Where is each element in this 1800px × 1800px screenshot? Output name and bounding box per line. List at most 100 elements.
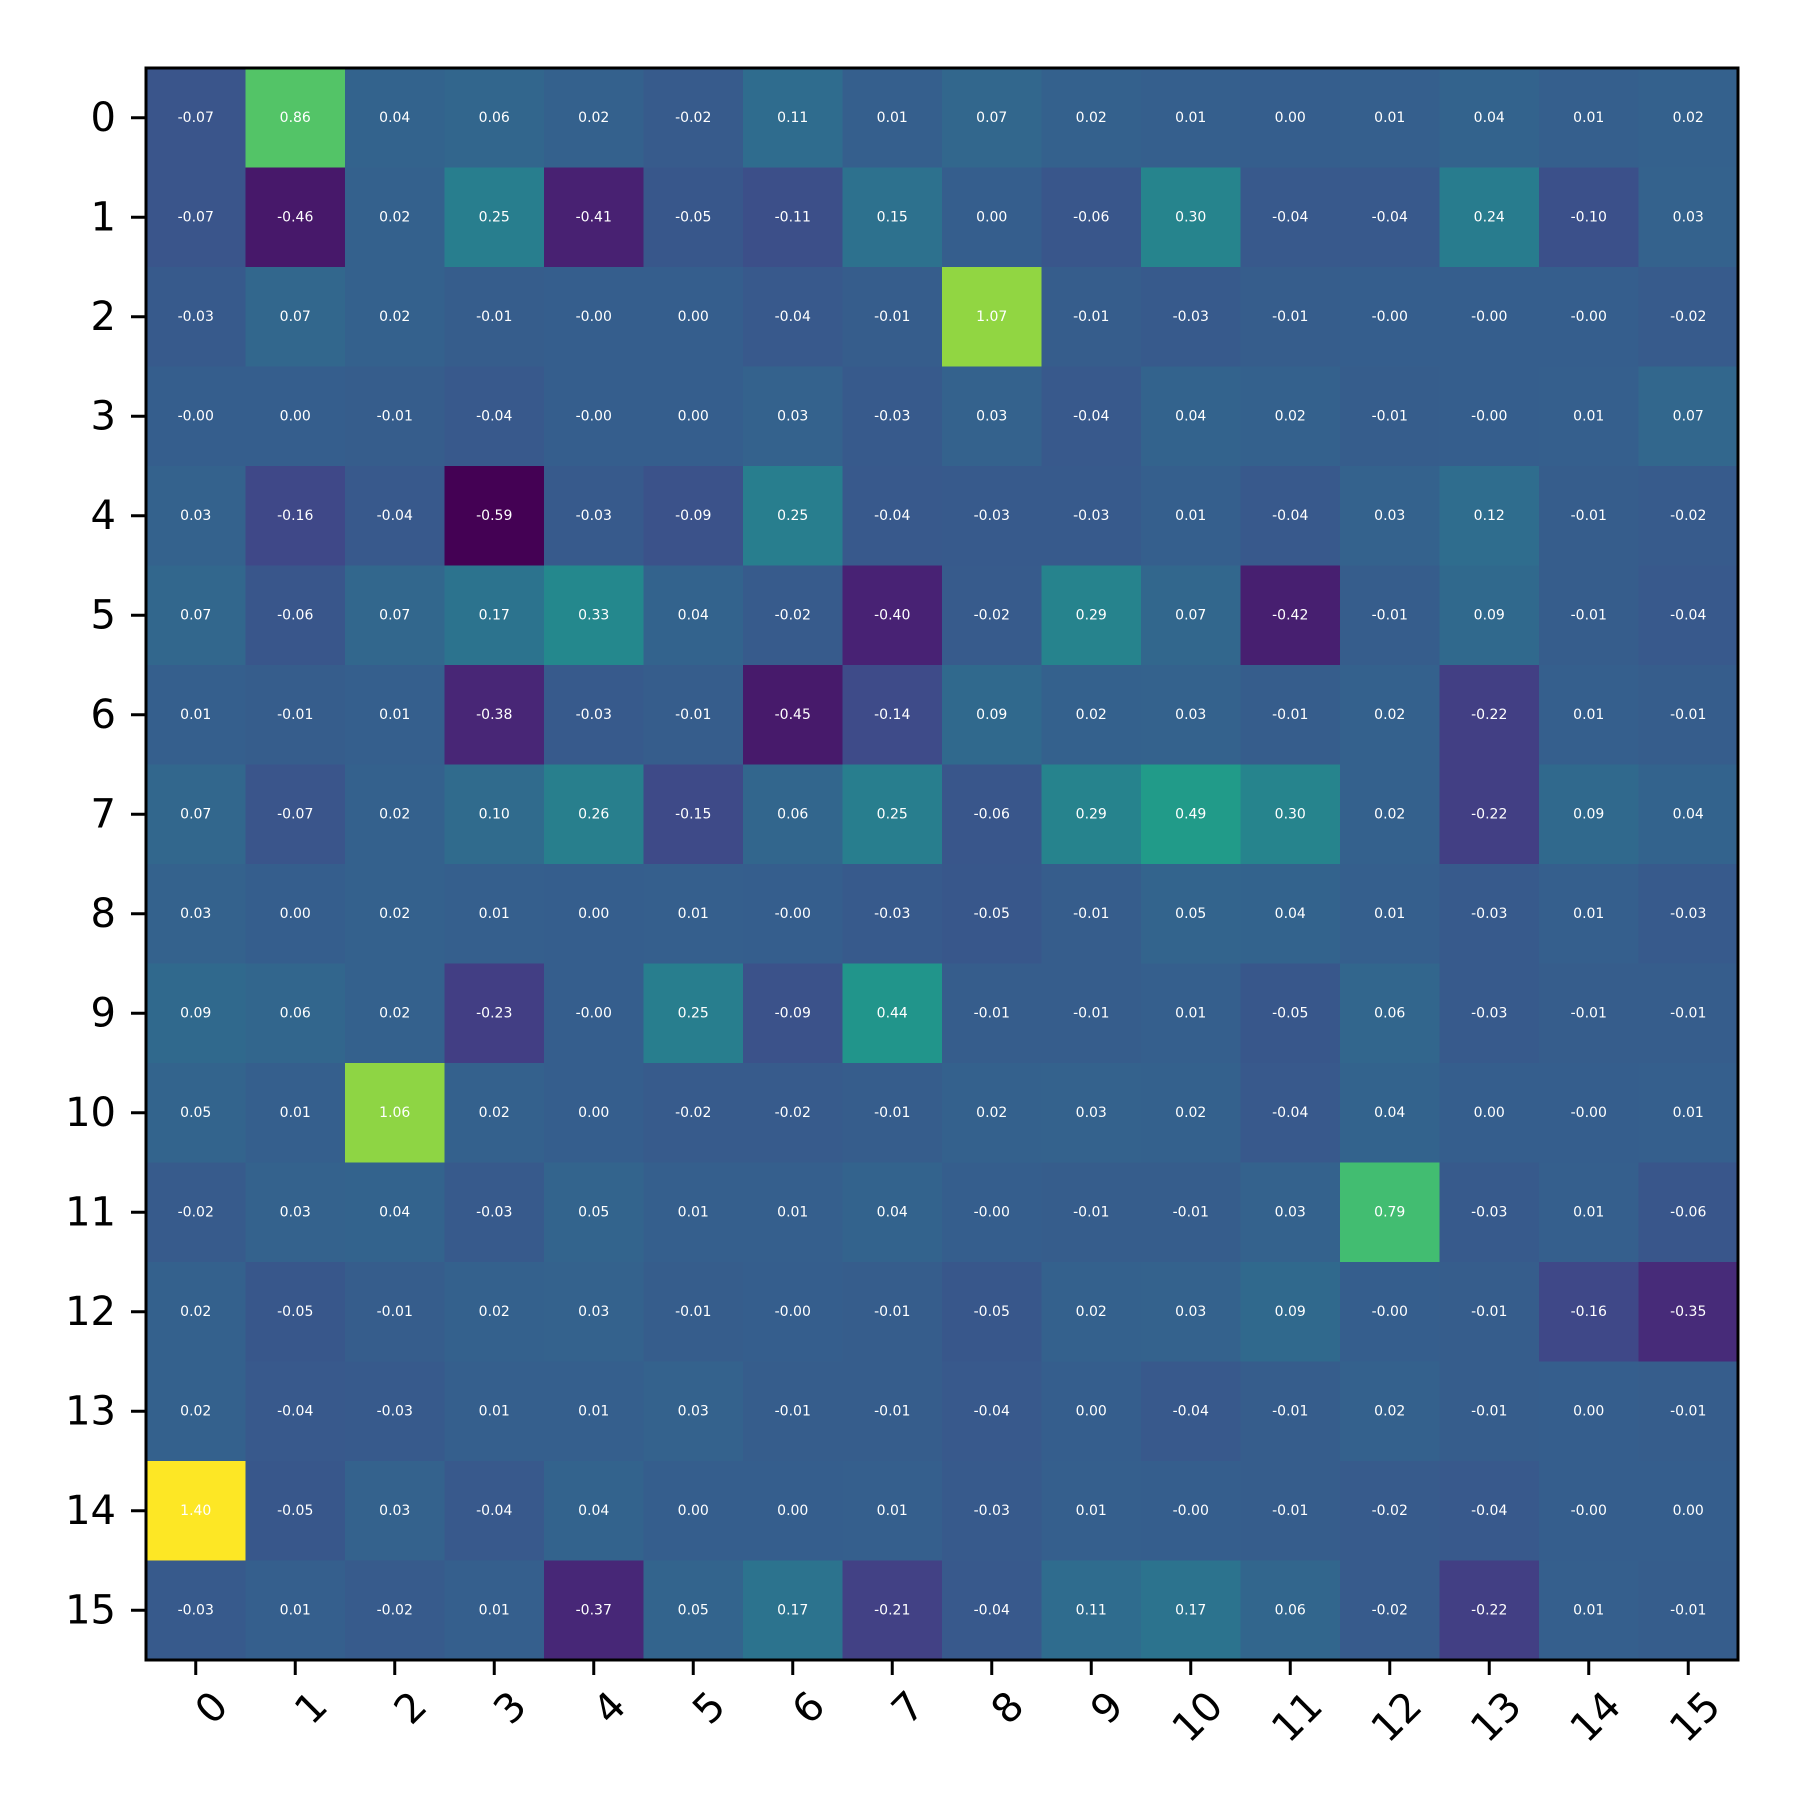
heatmap-cell bbox=[1439, 267, 1540, 368]
cell-value-label: -0.01 bbox=[377, 1304, 413, 1320]
cell-value-label: -0.00 bbox=[1571, 309, 1607, 325]
heatmap-cell bbox=[1539, 1063, 1640, 1164]
heatmap-cell bbox=[1141, 366, 1242, 467]
heatmap-cell bbox=[345, 466, 446, 567]
x-tick-label: 8 bbox=[983, 1683, 1034, 1734]
cell-value-label: -0.04 bbox=[377, 508, 413, 524]
cell-value-label: 0.02 bbox=[976, 1105, 1007, 1121]
heatmap-cell bbox=[345, 963, 446, 1064]
cell-value-label: -0.04 bbox=[775, 309, 811, 325]
heatmap-cell bbox=[444, 68, 545, 169]
y-tick-label: 14 bbox=[65, 1488, 116, 1534]
x-tick-label: 2 bbox=[386, 1683, 437, 1734]
heatmap-cell bbox=[345, 1162, 446, 1263]
cell-value-label: 0.01 bbox=[1573, 408, 1604, 424]
cell-value-label: 0.02 bbox=[379, 806, 410, 822]
cell-value-label: 0.01 bbox=[1573, 707, 1604, 723]
heatmap-cell bbox=[345, 167, 446, 268]
heatmap-cell bbox=[245, 1162, 346, 1263]
cell-value-label: 0.02 bbox=[479, 1105, 510, 1121]
cell-value-label: -0.03 bbox=[377, 1403, 413, 1419]
y-tick-label: 15 bbox=[65, 1587, 116, 1633]
cell-value-label: -0.01 bbox=[775, 1403, 811, 1419]
heatmap-cell bbox=[1340, 267, 1441, 368]
cell-value-label: -0.02 bbox=[1670, 508, 1706, 524]
cell-value-label: -0.38 bbox=[476, 707, 512, 723]
heatmap-cell bbox=[1539, 1461, 1640, 1562]
x-tick-label: 4 bbox=[585, 1683, 636, 1734]
cell-value-label: 0.00 bbox=[578, 1105, 609, 1121]
heatmap-cell bbox=[1439, 1560, 1540, 1661]
heatmap-cell bbox=[1041, 68, 1142, 169]
cell-value-label: -0.03 bbox=[974, 1503, 1010, 1519]
heatmap-cell bbox=[1141, 1063, 1242, 1164]
cell-value-label: 0.04 bbox=[1374, 1105, 1405, 1121]
cell-value-label: -0.00 bbox=[1471, 408, 1507, 424]
heatmap-cell bbox=[1539, 665, 1640, 766]
heatmap-cell bbox=[643, 68, 744, 169]
cell-value-label: -0.01 bbox=[874, 309, 910, 325]
cell-value-label: -0.06 bbox=[1670, 1204, 1706, 1220]
cell-value-label: 0.00 bbox=[1673, 1503, 1704, 1519]
cell-value-label: -0.01 bbox=[675, 707, 711, 723]
heatmap-cell bbox=[743, 1461, 844, 1562]
heatmap-cell bbox=[345, 267, 446, 368]
heatmap-cell bbox=[1638, 963, 1739, 1064]
y-tick-label: 4 bbox=[91, 493, 116, 539]
heatmap-cell bbox=[743, 764, 844, 865]
heatmap-cell bbox=[942, 665, 1043, 766]
cell-value-label: 0.03 bbox=[379, 1503, 410, 1519]
heatmap-cell bbox=[1638, 565, 1739, 666]
cell-value-label: -0.04 bbox=[476, 1503, 512, 1519]
heatmap-cell bbox=[842, 68, 943, 169]
heatmap-cell bbox=[1240, 68, 1341, 169]
cell-value-label: 0.29 bbox=[1076, 607, 1107, 623]
y-tick-label: 12 bbox=[65, 1289, 116, 1335]
cell-value-label: 0.01 bbox=[379, 707, 410, 723]
heatmap-cell bbox=[942, 963, 1043, 1064]
cell-value-label: 0.00 bbox=[678, 309, 709, 325]
cell-value-label: -0.04 bbox=[1173, 1403, 1209, 1419]
heatmap-cell bbox=[743, 68, 844, 169]
heatmap-cell bbox=[146, 466, 247, 567]
heatmap-cell bbox=[1638, 665, 1739, 766]
heatmap-cell bbox=[1240, 665, 1341, 766]
heatmap-cell bbox=[1539, 68, 1640, 169]
heatmap-cell bbox=[1141, 565, 1242, 666]
cell-value-label: 0.01 bbox=[1673, 1105, 1704, 1121]
heatmap-cell bbox=[1041, 466, 1142, 567]
heatmap-cell bbox=[643, 1063, 744, 1164]
cell-value-label: 0.00 bbox=[1076, 1403, 1107, 1419]
heatmap-cell bbox=[1638, 864, 1739, 965]
cell-value-label: -0.05 bbox=[675, 209, 711, 225]
cell-value-label: 0.01 bbox=[1175, 508, 1206, 524]
heatmap-cell bbox=[1539, 466, 1640, 567]
heatmap-cell bbox=[345, 68, 446, 169]
heatmap-cell bbox=[1340, 764, 1441, 865]
heatmap-cell bbox=[444, 1262, 545, 1363]
heatmap-cell bbox=[245, 1262, 346, 1363]
heatmap-cell bbox=[942, 764, 1043, 865]
y-tick-label: 1 bbox=[91, 194, 116, 240]
heatmap-cell bbox=[643, 1162, 744, 1263]
heatmap-cell bbox=[245, 1560, 346, 1661]
y-tick-label: 13 bbox=[65, 1388, 116, 1434]
heatmap-cell bbox=[444, 1461, 545, 1562]
cell-value-label: -0.22 bbox=[1471, 806, 1507, 822]
cell-value-label: -0.22 bbox=[1471, 1602, 1507, 1618]
heatmap-cell bbox=[444, 864, 545, 965]
cell-value-label: -0.01 bbox=[377, 408, 413, 424]
heatmap-cell bbox=[1539, 366, 1640, 467]
heatmap-cell bbox=[245, 665, 346, 766]
heatmap-cell bbox=[942, 366, 1043, 467]
heatmap-cell bbox=[1439, 1461, 1540, 1562]
cell-value-label: -0.01 bbox=[874, 1304, 910, 1320]
heatmap-cell bbox=[643, 864, 744, 965]
x-tick-label: 5 bbox=[684, 1683, 735, 1734]
heatmap-cell bbox=[743, 366, 844, 467]
heatmap-cell bbox=[743, 665, 844, 766]
cell-value-label: 0.01 bbox=[280, 1602, 311, 1618]
heatmap-cell bbox=[245, 167, 346, 268]
cell-value-label: -0.01 bbox=[1571, 607, 1607, 623]
cell-value-label: -0.04 bbox=[1272, 508, 1308, 524]
